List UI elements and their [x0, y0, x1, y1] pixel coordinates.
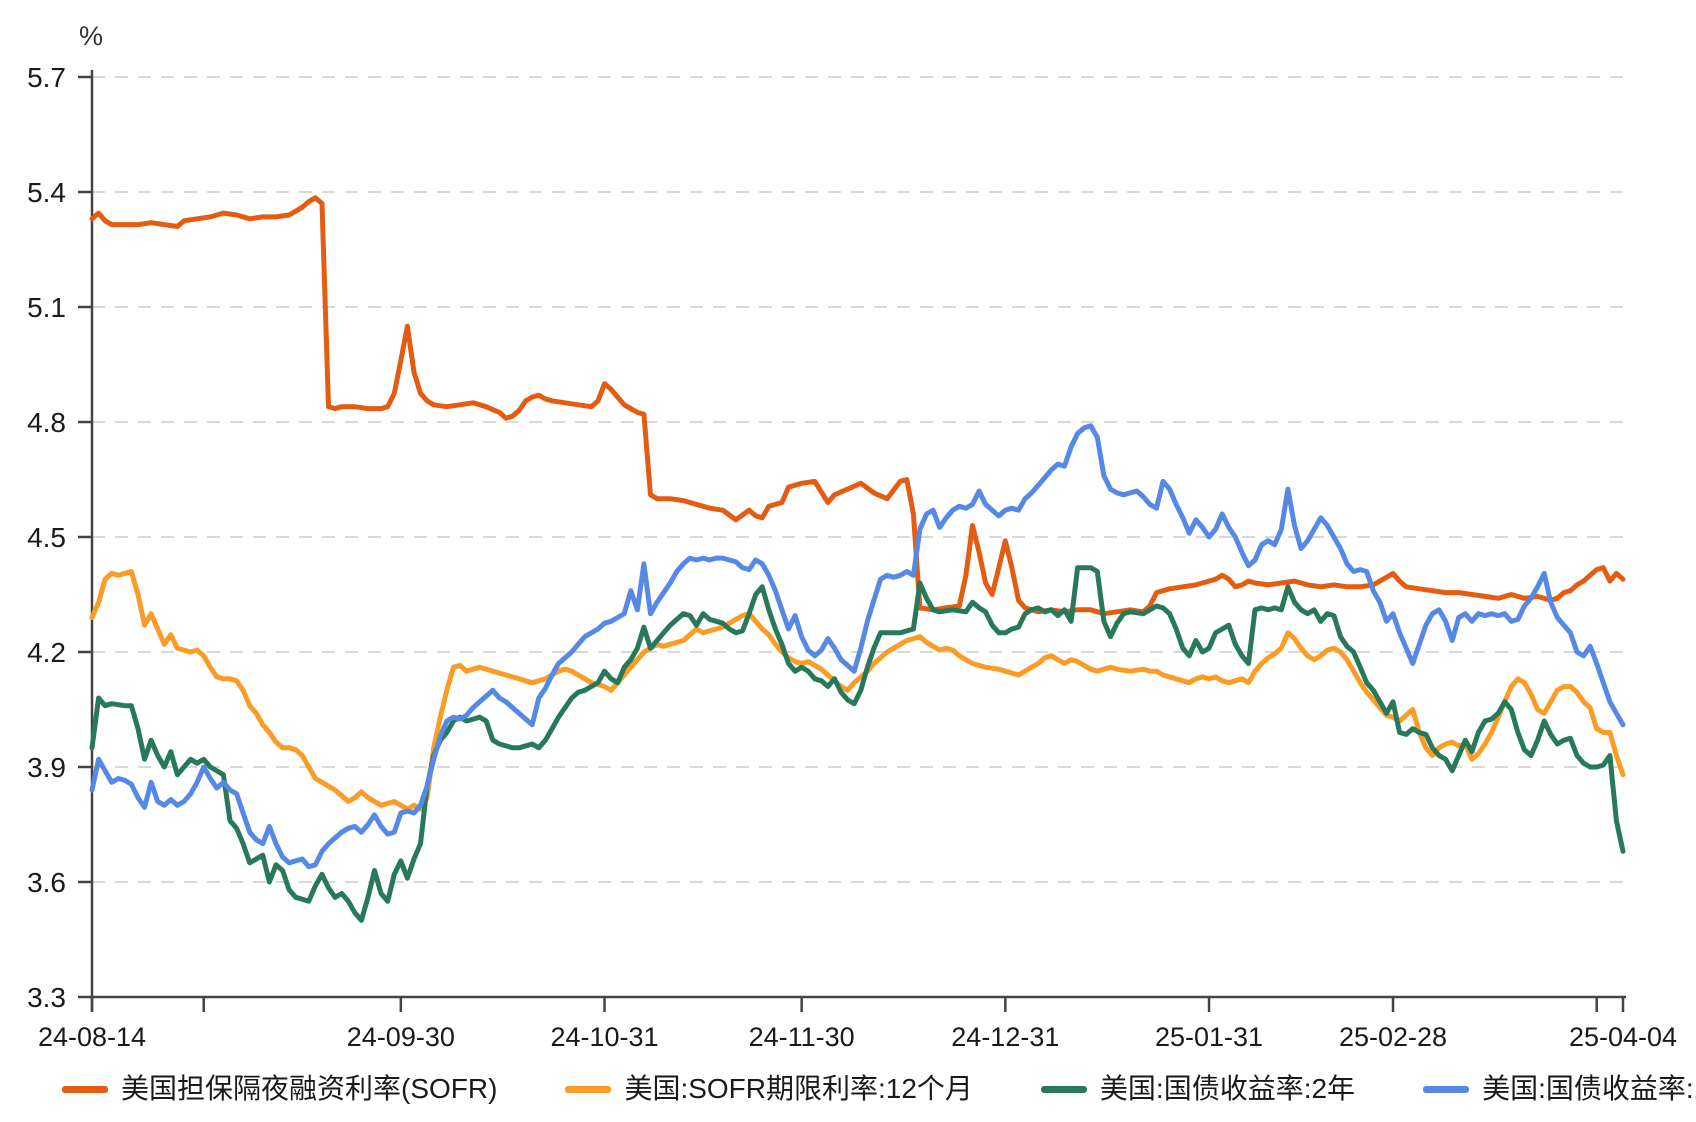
legend-label-sofr: 美国担保隔夜融资利率(SOFR): [121, 1073, 498, 1104]
legend-item-sofr-12m: 美国:SOFR期限利率:12个月: [565, 1072, 973, 1106]
x-tick-label: 24-09-30: [347, 1022, 455, 1052]
gridlines: [92, 76, 1623, 883]
legend-swatch-sofr-12m: [565, 1085, 612, 1093]
y-axis-unit-label: %: [79, 21, 103, 51]
x-axis: 24-08-14 24-09-30 24-10-31 24-11-30 24-12-31…: [38, 995, 1677, 1052]
legend-item-treasury-10y: 美国:国债收益率:10年: [1423, 1072, 1696, 1106]
x-tick-label: 24-10-31: [550, 1022, 658, 1052]
series-line-1: [89, 569, 1626, 812]
legend-label-treasury-2y: 美国:国债收益率:2年: [1099, 1073, 1356, 1104]
x-tick-label: 24-12-31: [951, 1022, 1059, 1052]
x-tick-label: 24-08-14: [38, 1022, 146, 1052]
x-tick-label: 25-01-31: [1155, 1022, 1263, 1052]
legend-swatch-treasury-2y: [1040, 1085, 1087, 1093]
legend-swatch-sofr: [62, 1085, 108, 1093]
legend: 美国担保隔夜融资利率(SOFR) 美国:SOFR期限利率:12个月 美国:国债收…: [62, 1072, 1696, 1106]
y-tick-label: 3.6: [27, 867, 66, 898]
y-tick-label: 4.5: [27, 522, 66, 553]
series-line-0: [89, 195, 1626, 617]
series-line-3: [89, 423, 1626, 870]
legend-item-sofr: 美国担保隔夜融资利率(SOFR): [62, 1072, 497, 1106]
y-tick-label: 4.2: [27, 637, 66, 668]
y-tick-label: 3.3: [27, 982, 66, 1013]
y-tick-label: 5.1: [27, 292, 66, 323]
y-tick-label: 3.9: [27, 752, 66, 783]
x-tick-label: 25-04-04: [1569, 1022, 1677, 1052]
y-tick-label: 5.4: [27, 177, 66, 208]
y-axis: 5.7 5.4 5.1 4.8 4.5 4.2 3.9 3.6 3.3: [27, 62, 94, 1013]
legend-label-sofr-12m: 美国:SOFR期限利率:12个月: [624, 1073, 973, 1104]
series-lines: [89, 195, 1626, 923]
x-tick-label: 24-11-30: [749, 1022, 855, 1052]
x-tick-label: 25-02-28: [1339, 1022, 1447, 1052]
y-tick-label: 4.8: [27, 407, 66, 438]
series-line-2: [89, 565, 1626, 923]
legend-item-treasury-2y: 美国:国债收益率:2年: [1040, 1072, 1356, 1106]
legend-label-treasury-10y: 美国:国债收益率:10年: [1482, 1073, 1696, 1104]
y-tick-label: 5.7: [27, 62, 66, 93]
legend-swatch-treasury-10y: [1423, 1085, 1470, 1093]
